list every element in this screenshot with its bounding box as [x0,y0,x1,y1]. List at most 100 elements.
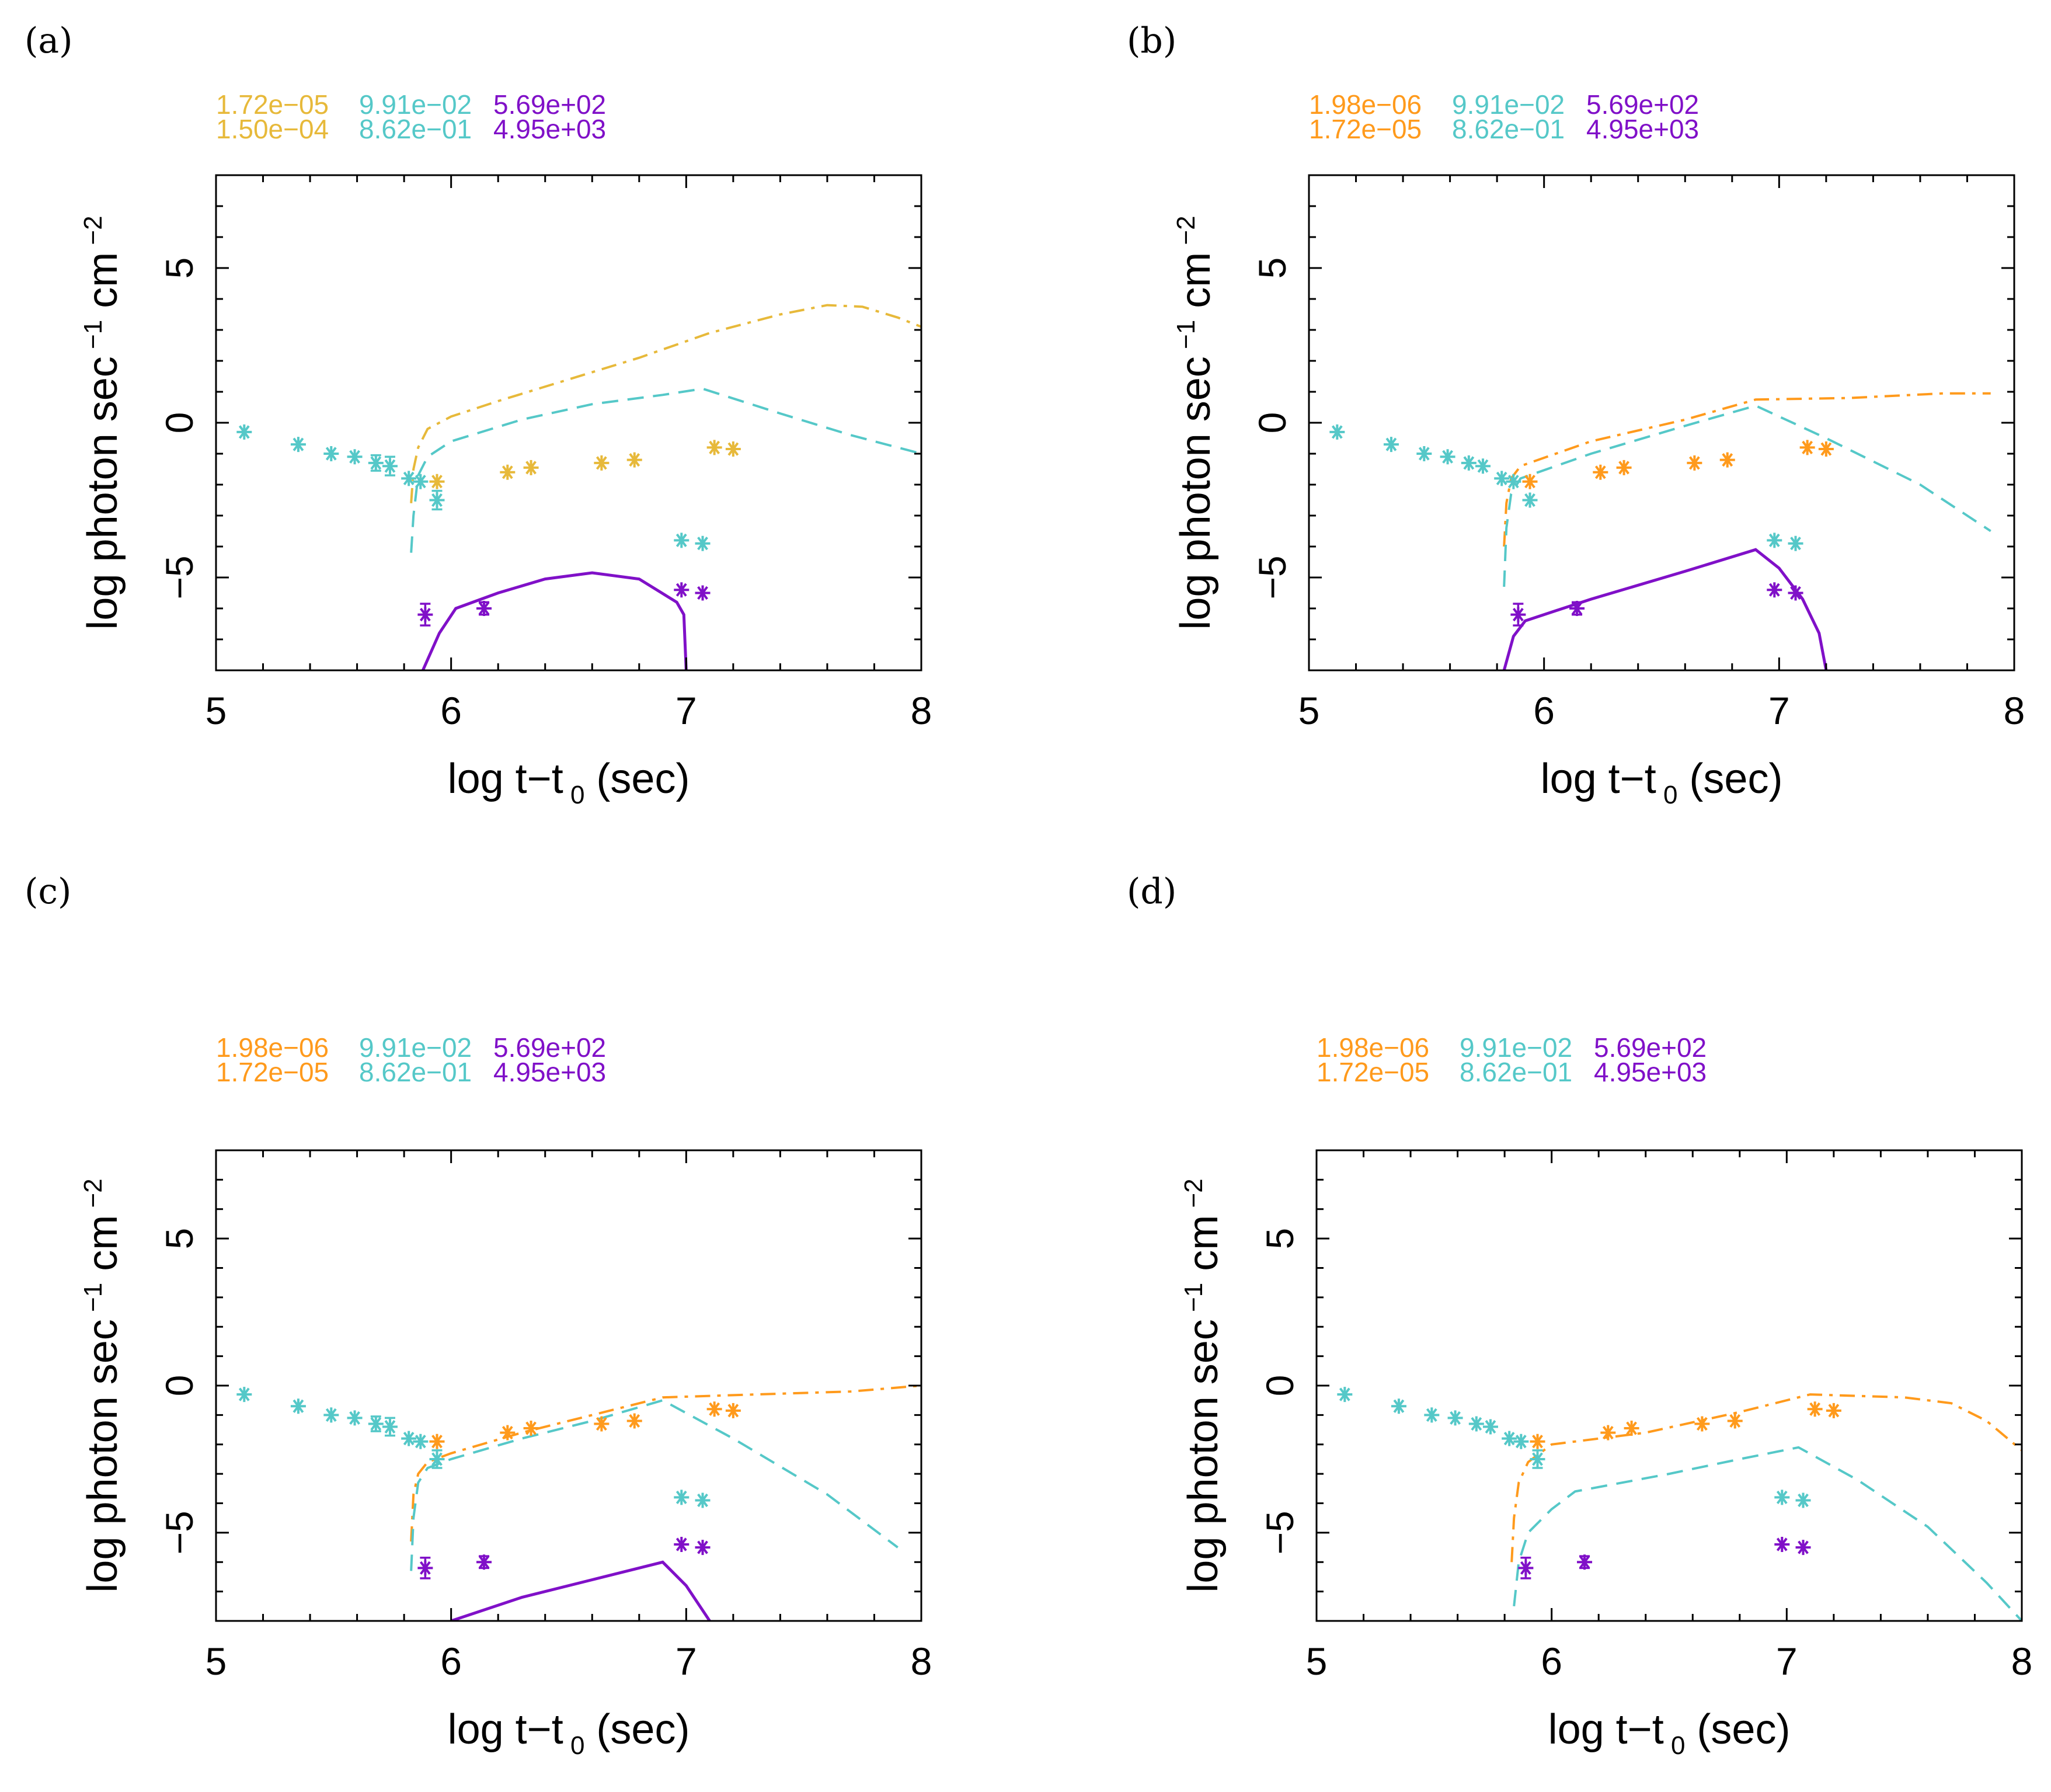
data-point [1788,535,1803,551]
legend-entry: 9.91e−02 [1460,1032,1572,1063]
x-tick-label: 8 [2004,689,2025,732]
plot-area [236,304,921,670]
panel-d: (d) 1.98e−061.72e−05 9.91e−028.62e−01 5.69e… [1127,871,2032,1760]
optical-model-curve [410,1384,921,1542]
marker [347,449,363,465]
legend: 1.98e−061.72e−05 9.91e−028.62e−01 5.69e+02… [216,1032,606,1087]
y-tick-label: −5 [1251,555,1294,599]
legend-entry: 9.91e−02 [359,89,472,120]
data-point [725,1403,741,1418]
legend-entry: 4.95e+03 [493,114,606,144]
error-bar [384,455,395,476]
y-tick-label: 0 [1258,1375,1301,1397]
data-point [1424,1407,1440,1423]
x-tick-label: 6 [1541,1640,1562,1683]
data-point [695,1492,711,1508]
marker [1383,437,1399,453]
marker [1624,1421,1639,1436]
marker [290,437,306,453]
y-tick-label: 5 [158,258,201,279]
legend-entry: 4.95e+03 [1594,1057,1707,1087]
error-bar [479,1555,490,1570]
marker [1329,424,1345,440]
marker [695,535,711,551]
marker [413,474,429,489]
data-point [1624,1421,1639,1436]
data-point [1518,1556,1534,1579]
data-point [290,437,306,453]
error-bar [1513,603,1524,627]
error-bar [479,601,490,616]
marker [1506,474,1521,489]
data-point [674,1490,690,1505]
data-point [417,1556,433,1579]
marker [1807,1401,1823,1417]
data-point [1569,601,1585,616]
data-point [1593,464,1608,480]
data-point [1522,492,1538,508]
marker [674,582,690,598]
data-point [626,452,642,468]
error-bar [1579,1555,1590,1570]
error-bar [370,1415,381,1432]
marker [1482,1419,1498,1435]
data-point [413,474,429,489]
data-point [1826,1403,1841,1418]
data-point [429,489,445,511]
x-tick-label: 7 [1776,1640,1798,1683]
x-tick-label: 6 [440,689,462,732]
data-point [347,1410,363,1426]
error-bar [420,1556,431,1579]
data-point [1795,1540,1811,1556]
data-point [1616,460,1632,475]
data-point [1767,582,1782,598]
error-bar [431,489,443,511]
data-point [1774,1537,1790,1553]
marker [236,424,252,440]
data-point [674,582,690,598]
data-point [1416,446,1432,461]
data-point [674,533,690,548]
x-axis-title: log t−t 0 (sec) [448,756,690,809]
data-point [1600,1425,1616,1440]
legend-entry: 1.72e−05 [216,89,329,120]
marker [594,455,610,471]
panel-label: (d) [1127,871,1176,912]
marker [695,585,711,601]
legend-entry: 8.62e−01 [1452,114,1565,144]
data-point [429,1449,445,1469]
xray-model-curve [410,387,921,553]
data-point [1577,1554,1593,1570]
legend: 1.72e−051.50e−04 9.91e−028.62e−01 5.69e+02… [216,89,606,144]
data-point [523,460,539,475]
marker [725,1403,741,1418]
marker [1694,1416,1710,1432]
marker [1522,474,1538,489]
marker [401,1431,417,1446]
y-axis-title: log photon sec −1 cm −2 [1179,1178,1227,1592]
marker [1447,1410,1463,1426]
marker [1391,1398,1406,1414]
x-tick-label: 5 [206,689,227,732]
marker [290,1398,306,1414]
y-tick-label: −5 [158,555,201,599]
data-point [695,1540,711,1556]
legend-entry: 5.69e+02 [493,1032,606,1063]
x-tick-label: 7 [675,689,697,732]
x-tick-label: 5 [1298,689,1320,732]
panel-label: (a) [25,20,73,61]
y-tick-label: 0 [1251,412,1294,434]
data-point [429,1433,445,1449]
gamma-model-curve [422,571,688,670]
data-point [476,601,492,616]
marker [1774,1537,1790,1553]
data-point [347,449,363,465]
optical-model-curve [1503,392,1991,547]
data-point [401,471,417,486]
marker [1719,452,1735,468]
data-point [1687,455,1702,471]
marker [1767,582,1782,598]
marker [500,464,516,480]
marker [1502,1431,1517,1446]
